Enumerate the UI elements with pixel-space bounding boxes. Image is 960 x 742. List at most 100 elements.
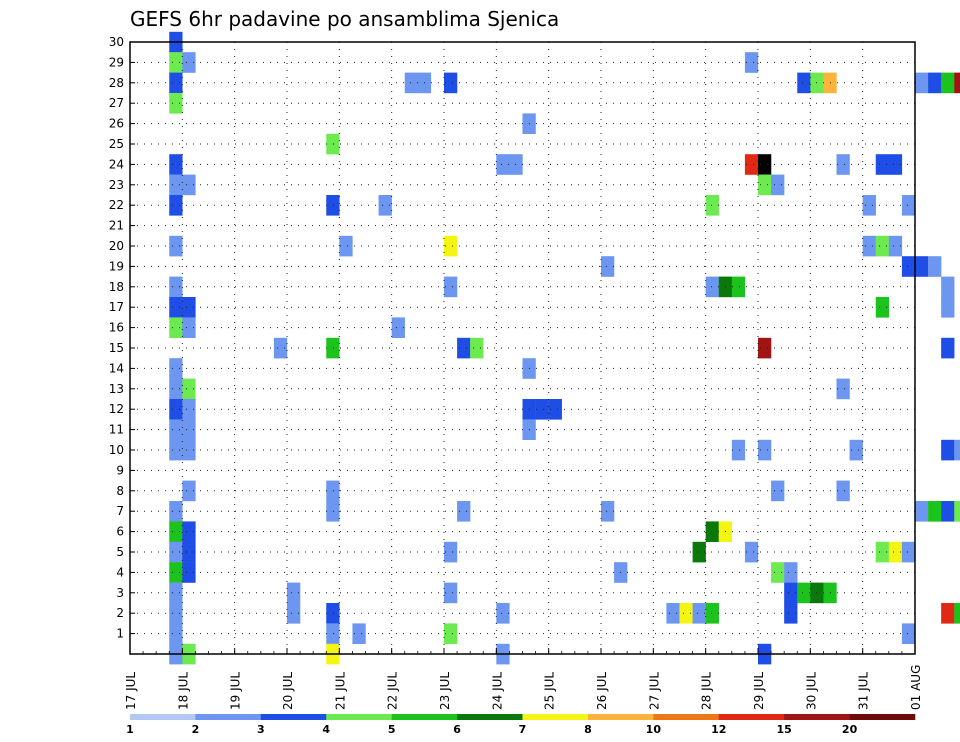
cell — [771, 562, 785, 583]
cell — [169, 276, 183, 298]
x-tick-label: 01 AUG — [909, 665, 923, 710]
cell — [169, 235, 183, 257]
y-tick-label: 16 — [109, 321, 124, 335]
cell — [378, 195, 392, 216]
cell — [758, 337, 772, 359]
x-tick-label: 28 JUL — [700, 672, 714, 710]
cell — [875, 541, 890, 563]
x-tick-label: 19 JUL — [229, 672, 243, 710]
y-tick-label: 21 — [109, 219, 124, 233]
legend-label: 6 — [453, 723, 461, 736]
legend-label: 8 — [584, 723, 592, 736]
cell — [169, 358, 183, 379]
legend-swatch — [653, 714, 720, 720]
cell — [169, 72, 183, 94]
cell — [169, 582, 183, 604]
cell — [928, 256, 942, 277]
cell — [169, 52, 183, 73]
cell — [169, 317, 183, 338]
y-tick-label: 2 — [116, 606, 124, 620]
cell — [679, 603, 693, 624]
cell — [169, 378, 183, 400]
y-tick-label: 5 — [116, 545, 124, 559]
cell — [339, 235, 353, 257]
legend-swatch — [587, 714, 654, 720]
cell — [941, 501, 955, 522]
cell — [182, 174, 196, 196]
cell — [941, 337, 955, 359]
cell — [888, 235, 903, 257]
cell — [182, 297, 196, 318]
cell — [901, 195, 916, 216]
cell — [705, 195, 719, 216]
cell — [470, 337, 484, 359]
y-tick-label: 8 — [116, 484, 124, 498]
cell — [941, 276, 955, 298]
cell — [548, 399, 562, 420]
cell — [705, 276, 719, 298]
y-tick-label: 19 — [109, 259, 124, 273]
cell — [915, 501, 929, 522]
cell — [705, 521, 719, 542]
cell — [169, 93, 183, 114]
x-tick-label: 18 JUL — [176, 672, 190, 710]
cell — [457, 501, 471, 522]
cell — [444, 276, 458, 298]
y-tick-label: 9 — [116, 463, 124, 477]
cell — [705, 603, 719, 624]
y-tick-label: 28 — [109, 76, 124, 90]
x-tick-label: 17 JUL — [124, 672, 138, 710]
y-tick-label: 18 — [109, 280, 124, 294]
legend-label: 2 — [192, 723, 200, 736]
y-tick-label: 17 — [109, 300, 124, 314]
x-tick-label: 29 JUL — [752, 672, 766, 710]
cell — [744, 541, 759, 563]
legend-swatch — [718, 714, 785, 720]
cell — [169, 154, 183, 175]
cell — [444, 72, 458, 94]
cell — [928, 501, 942, 522]
cell — [169, 439, 183, 461]
cell — [836, 480, 850, 502]
x-tick-label: 25 JUL — [543, 672, 557, 710]
y-tick-label: 22 — [109, 198, 124, 212]
y-tick-label: 26 — [109, 117, 124, 131]
x-tick-label: 30 JUL — [804, 672, 818, 710]
cell — [287, 582, 301, 604]
legend-swatch — [391, 714, 458, 720]
cell — [797, 582, 811, 604]
cell — [535, 399, 549, 420]
cell — [771, 174, 785, 196]
cell — [758, 174, 772, 196]
y-tick-label: 20 — [109, 239, 124, 253]
cell — [888, 541, 903, 563]
y-tick-label: 27 — [109, 96, 124, 110]
legend-swatch — [260, 714, 327, 720]
legend-label: 5 — [388, 723, 396, 736]
y-tick-label: 24 — [109, 157, 124, 171]
cell — [771, 480, 785, 502]
cell — [797, 72, 811, 94]
cell — [901, 623, 916, 644]
cell — [182, 399, 196, 420]
cell — [444, 623, 458, 644]
cell — [758, 439, 772, 461]
cell — [692, 603, 706, 624]
cell — [954, 603, 960, 624]
cell — [928, 72, 942, 94]
cell — [941, 439, 955, 461]
cell — [901, 256, 916, 277]
legend-label: 7 — [519, 723, 527, 736]
legend-swatch — [522, 714, 589, 720]
y-tick-label: 29 — [109, 55, 124, 69]
cell — [169, 297, 183, 318]
x-tick-label: 31 JUL — [857, 672, 871, 710]
cell — [601, 256, 615, 277]
legend-label: 1 — [126, 723, 134, 736]
cell — [169, 399, 183, 420]
cell — [169, 623, 183, 644]
y-tick-label: 6 — [116, 525, 124, 539]
y-tick-label: 30 — [109, 35, 124, 49]
cell — [169, 174, 183, 196]
cell — [496, 154, 510, 175]
